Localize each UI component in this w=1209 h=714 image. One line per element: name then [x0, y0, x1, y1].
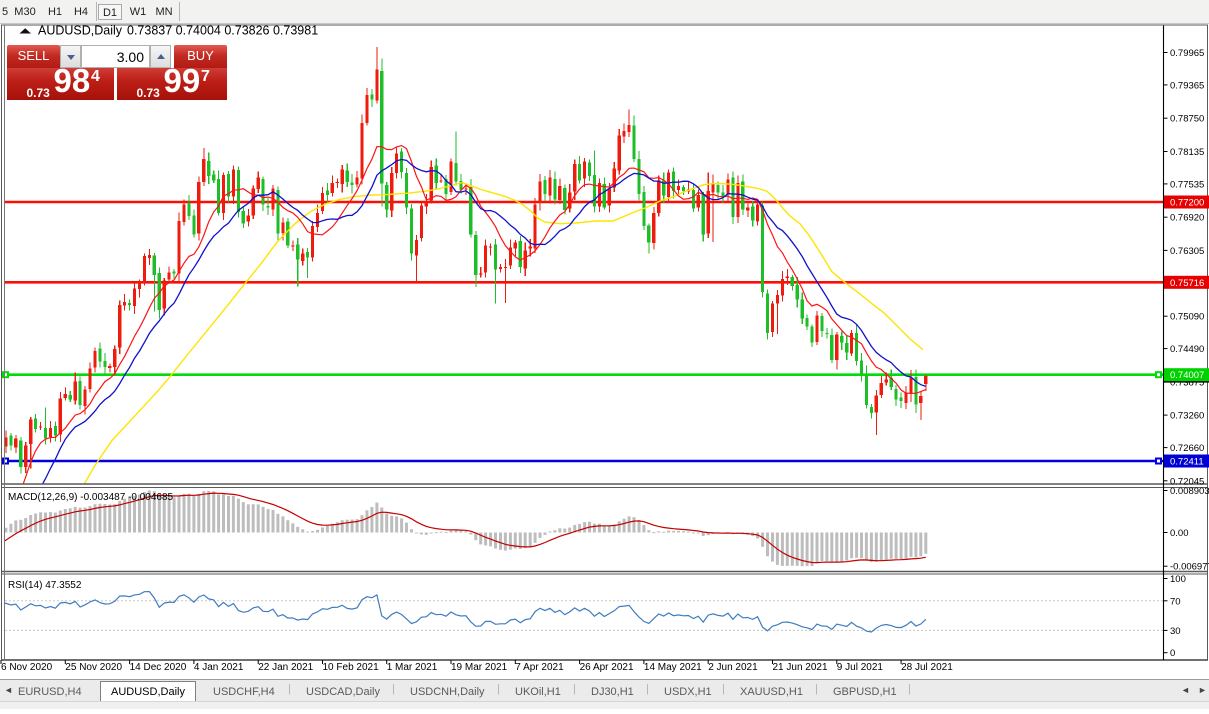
- svg-text:4 Jan 2021: 4 Jan 2021: [194, 662, 244, 673]
- svg-text:0.74007: 0.74007: [1170, 370, 1204, 381]
- svg-text:0.75716: 0.75716: [1170, 278, 1204, 289]
- svg-text:0: 0: [1170, 648, 1175, 659]
- svg-text:0.77200: 0.77200: [1170, 198, 1204, 209]
- svg-text:7 Apr 2021: 7 Apr 2021: [515, 662, 564, 673]
- svg-text:22 Jan 2021: 22 Jan 2021: [258, 662, 313, 673]
- svg-text:MACD(12,26,9) -0.003487 -0.004: MACD(12,26,9) -0.003487 -0.004685: [8, 492, 174, 503]
- svg-text:0.72660: 0.72660: [1170, 443, 1204, 454]
- svg-text:0.73837 0.74004 0.73826 0.7398: 0.73837 0.74004 0.73826 0.73981: [127, 24, 318, 38]
- svg-text:0.78750: 0.78750: [1170, 114, 1204, 125]
- svg-text:0.75090: 0.75090: [1170, 312, 1204, 323]
- svg-text:19 Mar 2021: 19 Mar 2021: [451, 662, 508, 673]
- svg-text:30: 30: [1170, 626, 1181, 637]
- svg-text:2 Jun 2021: 2 Jun 2021: [708, 662, 758, 673]
- svg-text:0.79965: 0.79965: [1170, 48, 1204, 59]
- svg-text:26 Apr 2021: 26 Apr 2021: [580, 662, 634, 673]
- svg-text:0.74490: 0.74490: [1170, 344, 1204, 355]
- svg-text:10 Feb 2021: 10 Feb 2021: [323, 662, 380, 673]
- svg-text:RSI(14) 47.3552: RSI(14) 47.3552: [8, 580, 82, 591]
- svg-text:0.008903: 0.008903: [1170, 486, 1209, 497]
- svg-text:14 Dec 2020: 14 Dec 2020: [130, 662, 187, 673]
- svg-text:28 Jul 2021: 28 Jul 2021: [901, 662, 953, 673]
- svg-text:0.79365: 0.79365: [1170, 80, 1204, 91]
- svg-text:0.78135: 0.78135: [1170, 147, 1204, 158]
- svg-text:25 Nov 2020: 25 Nov 2020: [65, 662, 122, 673]
- svg-text:100: 100: [1170, 574, 1186, 585]
- svg-text:-0.006977: -0.006977: [1170, 562, 1209, 573]
- svg-text:70: 70: [1170, 596, 1181, 607]
- svg-text:0.73260: 0.73260: [1170, 411, 1204, 422]
- svg-text:0.72045: 0.72045: [1170, 476, 1204, 487]
- svg-text:0.77535: 0.77535: [1170, 179, 1204, 190]
- svg-text:AUDUSD,Daily: AUDUSD,Daily: [38, 24, 123, 38]
- svg-text:6 Nov 2020: 6 Nov 2020: [1, 662, 53, 673]
- svg-text:0.76305: 0.76305: [1170, 246, 1204, 257]
- svg-text:0.00: 0.00: [1170, 528, 1189, 539]
- svg-text:0.73875: 0.73875: [1170, 377, 1204, 388]
- svg-text:1 Mar 2021: 1 Mar 2021: [387, 662, 438, 673]
- svg-text:14 May 2021: 14 May 2021: [644, 662, 702, 673]
- svg-text:9 Jul 2021: 9 Jul 2021: [837, 662, 884, 673]
- svg-text:21 Jun 2021: 21 Jun 2021: [773, 662, 828, 673]
- svg-text:0.72411: 0.72411: [1170, 457, 1204, 468]
- svg-text:0.76920: 0.76920: [1170, 213, 1204, 224]
